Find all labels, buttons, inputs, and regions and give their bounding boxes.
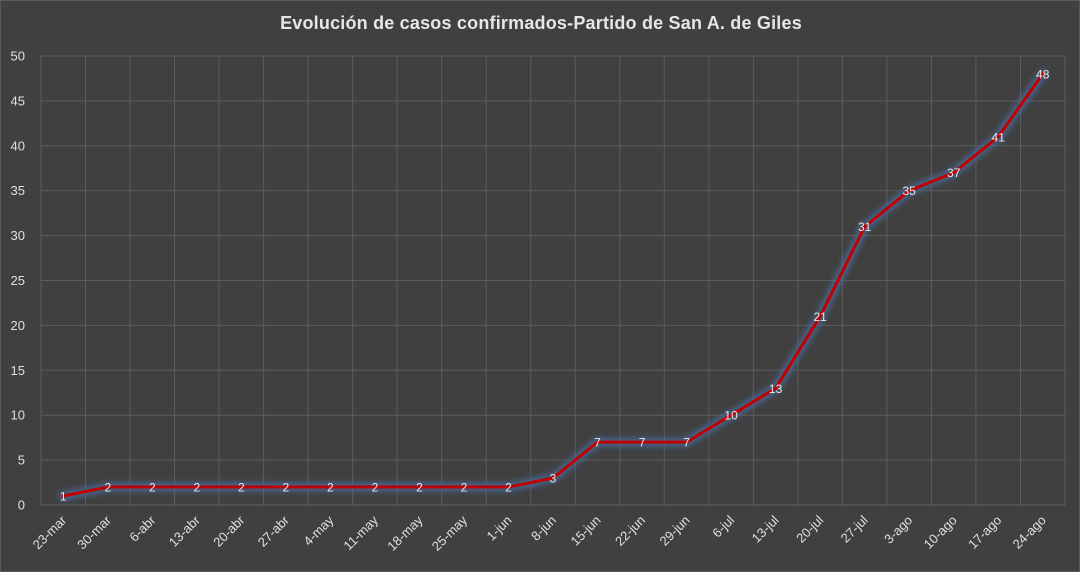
data-point: [818, 314, 822, 318]
data-label: 7: [594, 436, 601, 450]
x-tick-label: 1-jun: [484, 513, 515, 544]
data-label: 2: [149, 481, 156, 495]
x-tick-label: 6-jul: [709, 512, 737, 540]
data-label: 2: [104, 481, 111, 495]
data-label: 2: [193, 481, 200, 495]
x-tick-label: 18-may: [384, 512, 426, 554]
chart-title: Evolución de casos confirmados-Partido d…: [280, 13, 802, 33]
series-line-glow: [58, 69, 1048, 501]
x-tick-label: 25-may: [429, 512, 471, 554]
y-tick-label: 5: [18, 453, 25, 468]
grid-layer: [40, 55, 1066, 506]
y-axis-ticks: 0 5 10 15 20 25 30 35 40 45 50: [11, 49, 25, 513]
data-label: 48: [1036, 67, 1050, 81]
data-point: [952, 171, 956, 175]
data-label: 13: [769, 382, 783, 396]
x-tick-label: 17-ago: [965, 513, 1004, 552]
y-tick-label: 25: [11, 273, 25, 288]
data-label: 37: [947, 166, 961, 180]
data-point: [417, 485, 421, 489]
data-label: 7: [639, 436, 646, 450]
data-label: 1: [60, 490, 67, 504]
data-point: [284, 485, 288, 489]
x-tick-label: 13-abr: [166, 512, 204, 550]
data-point: [239, 485, 243, 489]
data-point: [195, 485, 199, 489]
x-tick-label: 3-ago: [881, 513, 915, 547]
data-point: [61, 494, 65, 498]
x-tick-label: 27-jul: [838, 512, 871, 545]
x-tick-label: 30-mar: [74, 512, 114, 552]
x-tick-label: 8-jun: [528, 513, 559, 544]
x-tick-label: 24-ago: [1010, 513, 1049, 552]
y-tick-label: 20: [11, 318, 25, 333]
data-point: [640, 440, 644, 444]
x-tick-label: 13-jul: [749, 512, 782, 545]
data-point: [685, 440, 689, 444]
data-point: [328, 485, 332, 489]
y-tick-label: 50: [11, 49, 25, 64]
data-label: 2: [505, 481, 512, 495]
x-tick-label: 27-abr: [255, 512, 293, 550]
y-tick-label: 30: [11, 228, 25, 243]
data-label: 41: [992, 130, 1006, 144]
x-tick-label: 23-mar: [30, 512, 70, 552]
data-label: 2: [461, 481, 468, 495]
data-label: 2: [372, 481, 379, 495]
data-point: [863, 225, 867, 229]
data-point: [1041, 72, 1045, 76]
y-tick-label: 0: [18, 498, 25, 513]
x-tick-label: 20-jul: [793, 512, 826, 545]
data-point: [774, 386, 778, 390]
data-point: [907, 189, 911, 193]
y-tick-label: 40: [11, 138, 25, 153]
data-label: 2: [416, 481, 423, 495]
y-tick-label: 15: [11, 363, 25, 378]
data-label: 31: [858, 220, 872, 234]
data-label: 2: [283, 481, 290, 495]
data-point: [729, 413, 733, 417]
data-label: 7: [683, 436, 690, 450]
x-tick-label: 20-abr: [210, 512, 248, 550]
x-tick-label: 11-may: [340, 512, 381, 553]
x-tick-label: 4-may: [300, 512, 336, 548]
data-label: 10: [724, 409, 738, 423]
x-axis-ticks: 23-mar 30-mar 6-abr 13-abr 20-abr 27-abr 4-may…: [30, 512, 1049, 554]
x-tick-label: 10-ago: [921, 513, 960, 552]
x-tick-label: 6-abr: [126, 512, 159, 545]
data-point: [462, 485, 466, 489]
y-tick-label: 35: [11, 183, 25, 198]
data-label: 2: [327, 481, 334, 495]
data-point: [106, 485, 110, 489]
data-label: 21: [813, 310, 827, 324]
y-tick-label: 45: [11, 93, 25, 108]
x-tick-label: 15-jun: [567, 513, 603, 549]
data-point: [506, 485, 510, 489]
y-tick-label: 10: [11, 408, 25, 423]
data-point: [551, 476, 555, 480]
data-point: [150, 485, 154, 489]
series-layer: [58, 69, 1048, 501]
data-point: [596, 440, 600, 444]
data-point: [373, 485, 377, 489]
series-line: [61, 72, 1045, 498]
data-label: 3: [550, 472, 557, 486]
x-tick-label: 22-jun: [612, 513, 648, 549]
data-label: 35: [902, 184, 916, 198]
data-point: [996, 135, 1000, 139]
x-tick-label: 29-jun: [657, 513, 693, 549]
data-label: 2: [238, 481, 245, 495]
